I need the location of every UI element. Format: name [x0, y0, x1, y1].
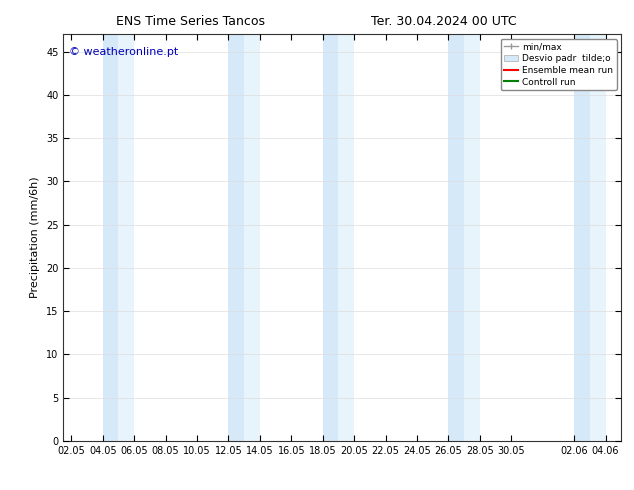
Text: © weatheronline.pt: © weatheronline.pt — [69, 47, 178, 56]
Bar — [244, 34, 260, 441]
Y-axis label: Precipitation (mm/6h): Precipitation (mm/6h) — [30, 177, 41, 298]
Bar — [119, 34, 134, 441]
Bar — [448, 34, 464, 441]
Legend: min/max, Desvio padr  tilde;o, Ensemble mean run, Controll run: min/max, Desvio padr tilde;o, Ensemble m… — [500, 39, 617, 90]
Bar — [339, 34, 354, 441]
Bar — [464, 34, 480, 441]
Bar — [590, 34, 605, 441]
Bar — [574, 34, 590, 441]
Bar — [323, 34, 339, 441]
Text: ENS Time Series Tancos: ENS Time Series Tancos — [115, 15, 265, 28]
Bar — [103, 34, 119, 441]
Bar — [228, 34, 244, 441]
Text: Ter. 30.04.2024 00 UTC: Ter. 30.04.2024 00 UTC — [371, 15, 517, 28]
